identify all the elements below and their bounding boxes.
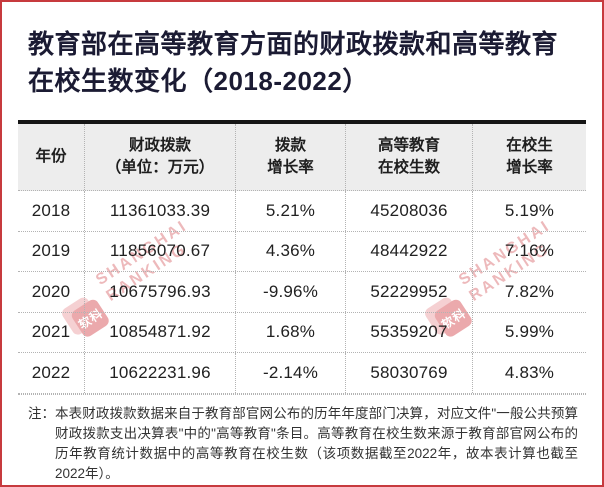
table-row: 2021 10854871.92 1.68% 55359207 5.99%: [18, 312, 586, 353]
column-header-allocation-growth: 拨款 增长率: [236, 124, 346, 190]
column-header-year: 年份: [18, 124, 85, 190]
title-line-1: 教育部在高等教育方面的财政拨款和高等教育: [28, 29, 559, 59]
table-cell-enrollment-growth: 5.99%: [504, 322, 555, 342]
table-cell-year: 2020: [18, 272, 85, 312]
table-cell-year: 2019: [18, 231, 85, 271]
page-title: 教育部在高等教育方面的财政拨款和高等教育 在校生数变化（2018-2022）: [18, 26, 586, 100]
column-header-enrollment: 高等教育 在校生数: [346, 124, 473, 190]
header-line: 高等教育: [377, 137, 440, 154]
footnote: 注： 本表财政拨款数据来自于教育部官网公布的历年年度部门决算，对应文件"一般公共…: [18, 393, 586, 485]
column-header-allocation: 财政拨款 （单位：万元）: [85, 124, 236, 190]
table-cell-enrollment-growth: 7.82%: [504, 281, 555, 301]
table-row: 2022 10622231.96 -2.14% 58030769 4.83%: [18, 353, 586, 394]
table-cell-allocation: 11856070.67: [85, 231, 236, 271]
table-cell-allocation: 11361033.39: [85, 191, 236, 231]
table-cell-year: 2022: [18, 353, 85, 393]
data-table: 年份 财政拨款 （单位：万元） 拨款 增长率 高等教育 在校生数 在校生: [18, 120, 586, 485]
column-header-enrollment-growth: 在校生 增长率: [473, 124, 586, 190]
header-line: 拨款: [274, 137, 306, 154]
table-cell-allocation: 10622231.96: [85, 353, 236, 393]
table-row: 2019 11856070.67 4.36% 48442922 7.16%: [18, 231, 586, 272]
table-cell-year: 2021: [18, 312, 85, 352]
table-cell-allocation-growth: -9.96%: [236, 272, 346, 312]
table-cell-enrollment: 55359207: [346, 312, 473, 352]
table-header-row: 年份 财政拨款 （单位：万元） 拨款 增长率 高等教育 在校生数 在校生: [18, 124, 586, 191]
table-cell-enrollment: 45208036: [346, 191, 473, 231]
table-cell-allocation: 10675796.93: [85, 272, 236, 312]
table-cell-allocation-growth: 4.36%: [236, 231, 346, 271]
table-cell-enrollment-growth: 5.19%: [504, 200, 555, 220]
table-row: 2020 10675796.93 -9.96% 52229952 7.82%: [18, 272, 586, 313]
table-cell-enrollment: 58030769: [346, 353, 473, 393]
footnote-text: 本表财政拨款数据来自于教育部官网公布的历年年度部门决算，对应文件"一般公共预算财…: [55, 405, 578, 481]
table-cell-enrollment-growth: 7.16%: [504, 241, 555, 261]
table-cell-enrollment: 52229952: [346, 272, 473, 312]
header-line: 在校生数: [377, 159, 440, 176]
header-line: （单位：万元）: [105, 159, 215, 176]
header-line: 年份: [35, 148, 67, 165]
table-cell-allocation-growth: -2.14%: [236, 353, 346, 393]
table-cell-allocation: 10854871.92: [85, 312, 236, 352]
title-line-2: 在校生数变化（2018-2022）: [28, 66, 369, 96]
header-line: 增长率: [267, 159, 314, 176]
table-cell-allocation-growth: 5.21%: [236, 191, 346, 231]
table-cell-enrollment-growth: 4.83%: [504, 362, 555, 382]
header-line: 财政拨款: [128, 137, 191, 154]
table-cell-enrollment: 48442922: [346, 231, 473, 271]
footnote-label: 注：: [28, 405, 55, 421]
header-line: 增长率: [506, 159, 553, 176]
header-line: 在校生: [506, 137, 553, 154]
table-row: 2018 11361033.39 5.21% 45208036 5.19%: [18, 191, 586, 232]
table-cell-allocation-growth: 1.68%: [236, 312, 346, 352]
table-cell-year: 2018: [18, 191, 85, 231]
